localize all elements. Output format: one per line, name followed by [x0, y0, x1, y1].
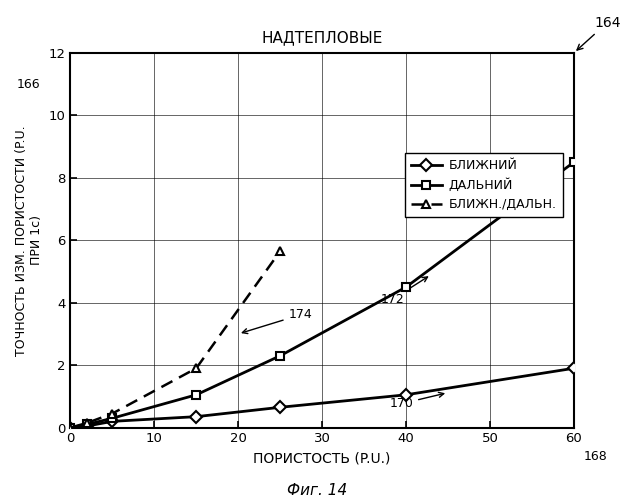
Line: БЛИЖНИЙ: БЛИЖНИЙ: [66, 364, 578, 432]
Line: БЛИЖН./ДАЛЬН.: БЛИЖН./ДАЛЬН.: [66, 247, 284, 432]
Text: 164: 164: [577, 16, 620, 50]
БЛИЖН./ДАЛЬН.: [109, 410, 116, 416]
ДАЛЬНИЙ: [109, 415, 116, 421]
Text: 170: 170: [389, 392, 444, 410]
Text: 174: 174: [243, 308, 312, 334]
ДАЛЬНИЙ: [83, 422, 91, 428]
БЛИЖНИЙ: [83, 423, 91, 429]
Line: ДАЛЬНИЙ: ДАЛЬНИЙ: [66, 158, 578, 431]
БЛИЖН./ДАЛЬН.: [67, 424, 74, 430]
БЛИЖНИЙ: [192, 414, 200, 420]
БЛИЖНИЙ: [402, 392, 410, 398]
ДАЛЬНИЙ: [570, 159, 578, 165]
Text: Фиг. 14: Фиг. 14: [288, 483, 347, 498]
ДАЛЬНИЙ: [402, 284, 410, 290]
Y-axis label: ТОЧНОСТЬ ИЗМ. ПОРИСТОСТИ (P.U.
ПРИ 1с): ТОЧНОСТЬ ИЗМ. ПОРИСТОСТИ (P.U. ПРИ 1с): [15, 125, 43, 356]
ДАЛЬНИЙ: [276, 353, 284, 359]
Text: 168: 168: [584, 450, 608, 463]
ДАЛЬНИЙ: [192, 392, 200, 398]
Text: 172: 172: [381, 277, 427, 306]
БЛИЖНИЙ: [109, 418, 116, 424]
БЛИЖНИЙ: [67, 424, 74, 430]
Text: 166: 166: [17, 78, 40, 90]
БЛИЖН./ДАЛЬН.: [83, 420, 91, 426]
БЛИЖН./ДАЛЬН.: [276, 248, 284, 254]
Legend: БЛИЖНИЙ, ДАЛЬНИЙ, БЛИЖН./ДАЛЬН.: БЛИЖНИЙ, ДАЛЬНИЙ, БЛИЖН./ДАЛЬН.: [404, 153, 563, 218]
БЛИЖНИЙ: [570, 366, 578, 372]
Title: НАДТЕПЛОВЫЕ: НАДТЕПЛОВЫЕ: [262, 30, 383, 45]
БЛИЖН./ДАЛЬН.: [192, 366, 200, 372]
ДАЛЬНИЙ: [67, 424, 74, 430]
БЛИЖНИЙ: [276, 404, 284, 410]
X-axis label: ПОРИСТОСТЬ (P.U.): ПОРИСТОСТЬ (P.U.): [253, 451, 391, 465]
